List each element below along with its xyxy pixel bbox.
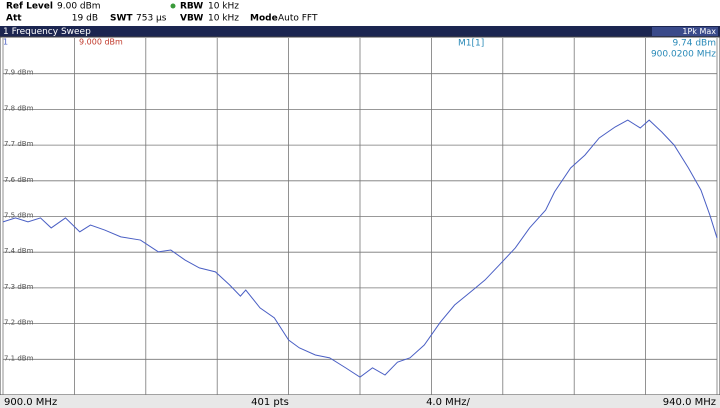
y-tick-label: 7.3 dBm [4, 283, 34, 291]
ref-marker: 9.000 dBm [79, 38, 123, 47]
y-tick-label: 7.2 dBm [4, 319, 34, 327]
footer-span: 4.0 MHz/ [426, 397, 470, 408]
ref-level-label: Ref Level [6, 2, 53, 12]
trace [2, 119, 718, 378]
swt-label: SWT [110, 14, 133, 24]
vbw: 10 kHz [208, 14, 239, 24]
y-tick-label: 7.1 dBm [4, 354, 34, 362]
series-label: 1 [3, 38, 8, 47]
rbw: 10 kHz [208, 2, 239, 12]
rbw-indicator [170, 3, 176, 9]
title-bar [0, 26, 720, 37]
footer-stop: 940.0 MHz [663, 397, 716, 408]
y-tick-label: 7.4 dBm [4, 247, 34, 255]
y-tick-label: 7.7 dBm [4, 140, 34, 148]
y-tick-label: 7.6 dBm [4, 176, 34, 184]
footer-points: 401 pts [251, 397, 289, 408]
y-tick-label: 7.5 dBm [4, 212, 34, 220]
y-tick-label: 7.9 dBm [4, 69, 34, 77]
vbw-label: VBW [180, 14, 203, 24]
ref-level: 9.00 dBm [57, 2, 101, 12]
mode: Auto FFT [278, 14, 318, 24]
footer-start: 900.0 MHz [4, 397, 57, 408]
marker-name: M1[1] [458, 39, 484, 49]
chart-title: 1 Frequency Sweep [3, 27, 91, 37]
att-label: Att [6, 14, 22, 24]
footer-bar [0, 395, 720, 408]
marker-freq: 900.0200 MHz [651, 50, 716, 60]
att: 19 dB [72, 14, 98, 24]
y-tick-label: 7.8 dBm [4, 104, 34, 112]
mode-label: Mode [250, 14, 278, 24]
marker-level: 9.74 dBm [672, 39, 716, 49]
trace-label: 1Pk Max [682, 27, 716, 36]
swt: 753 µs [136, 14, 167, 24]
rbw-label: RBW [180, 2, 203, 12]
trace-badge [652, 27, 718, 36]
